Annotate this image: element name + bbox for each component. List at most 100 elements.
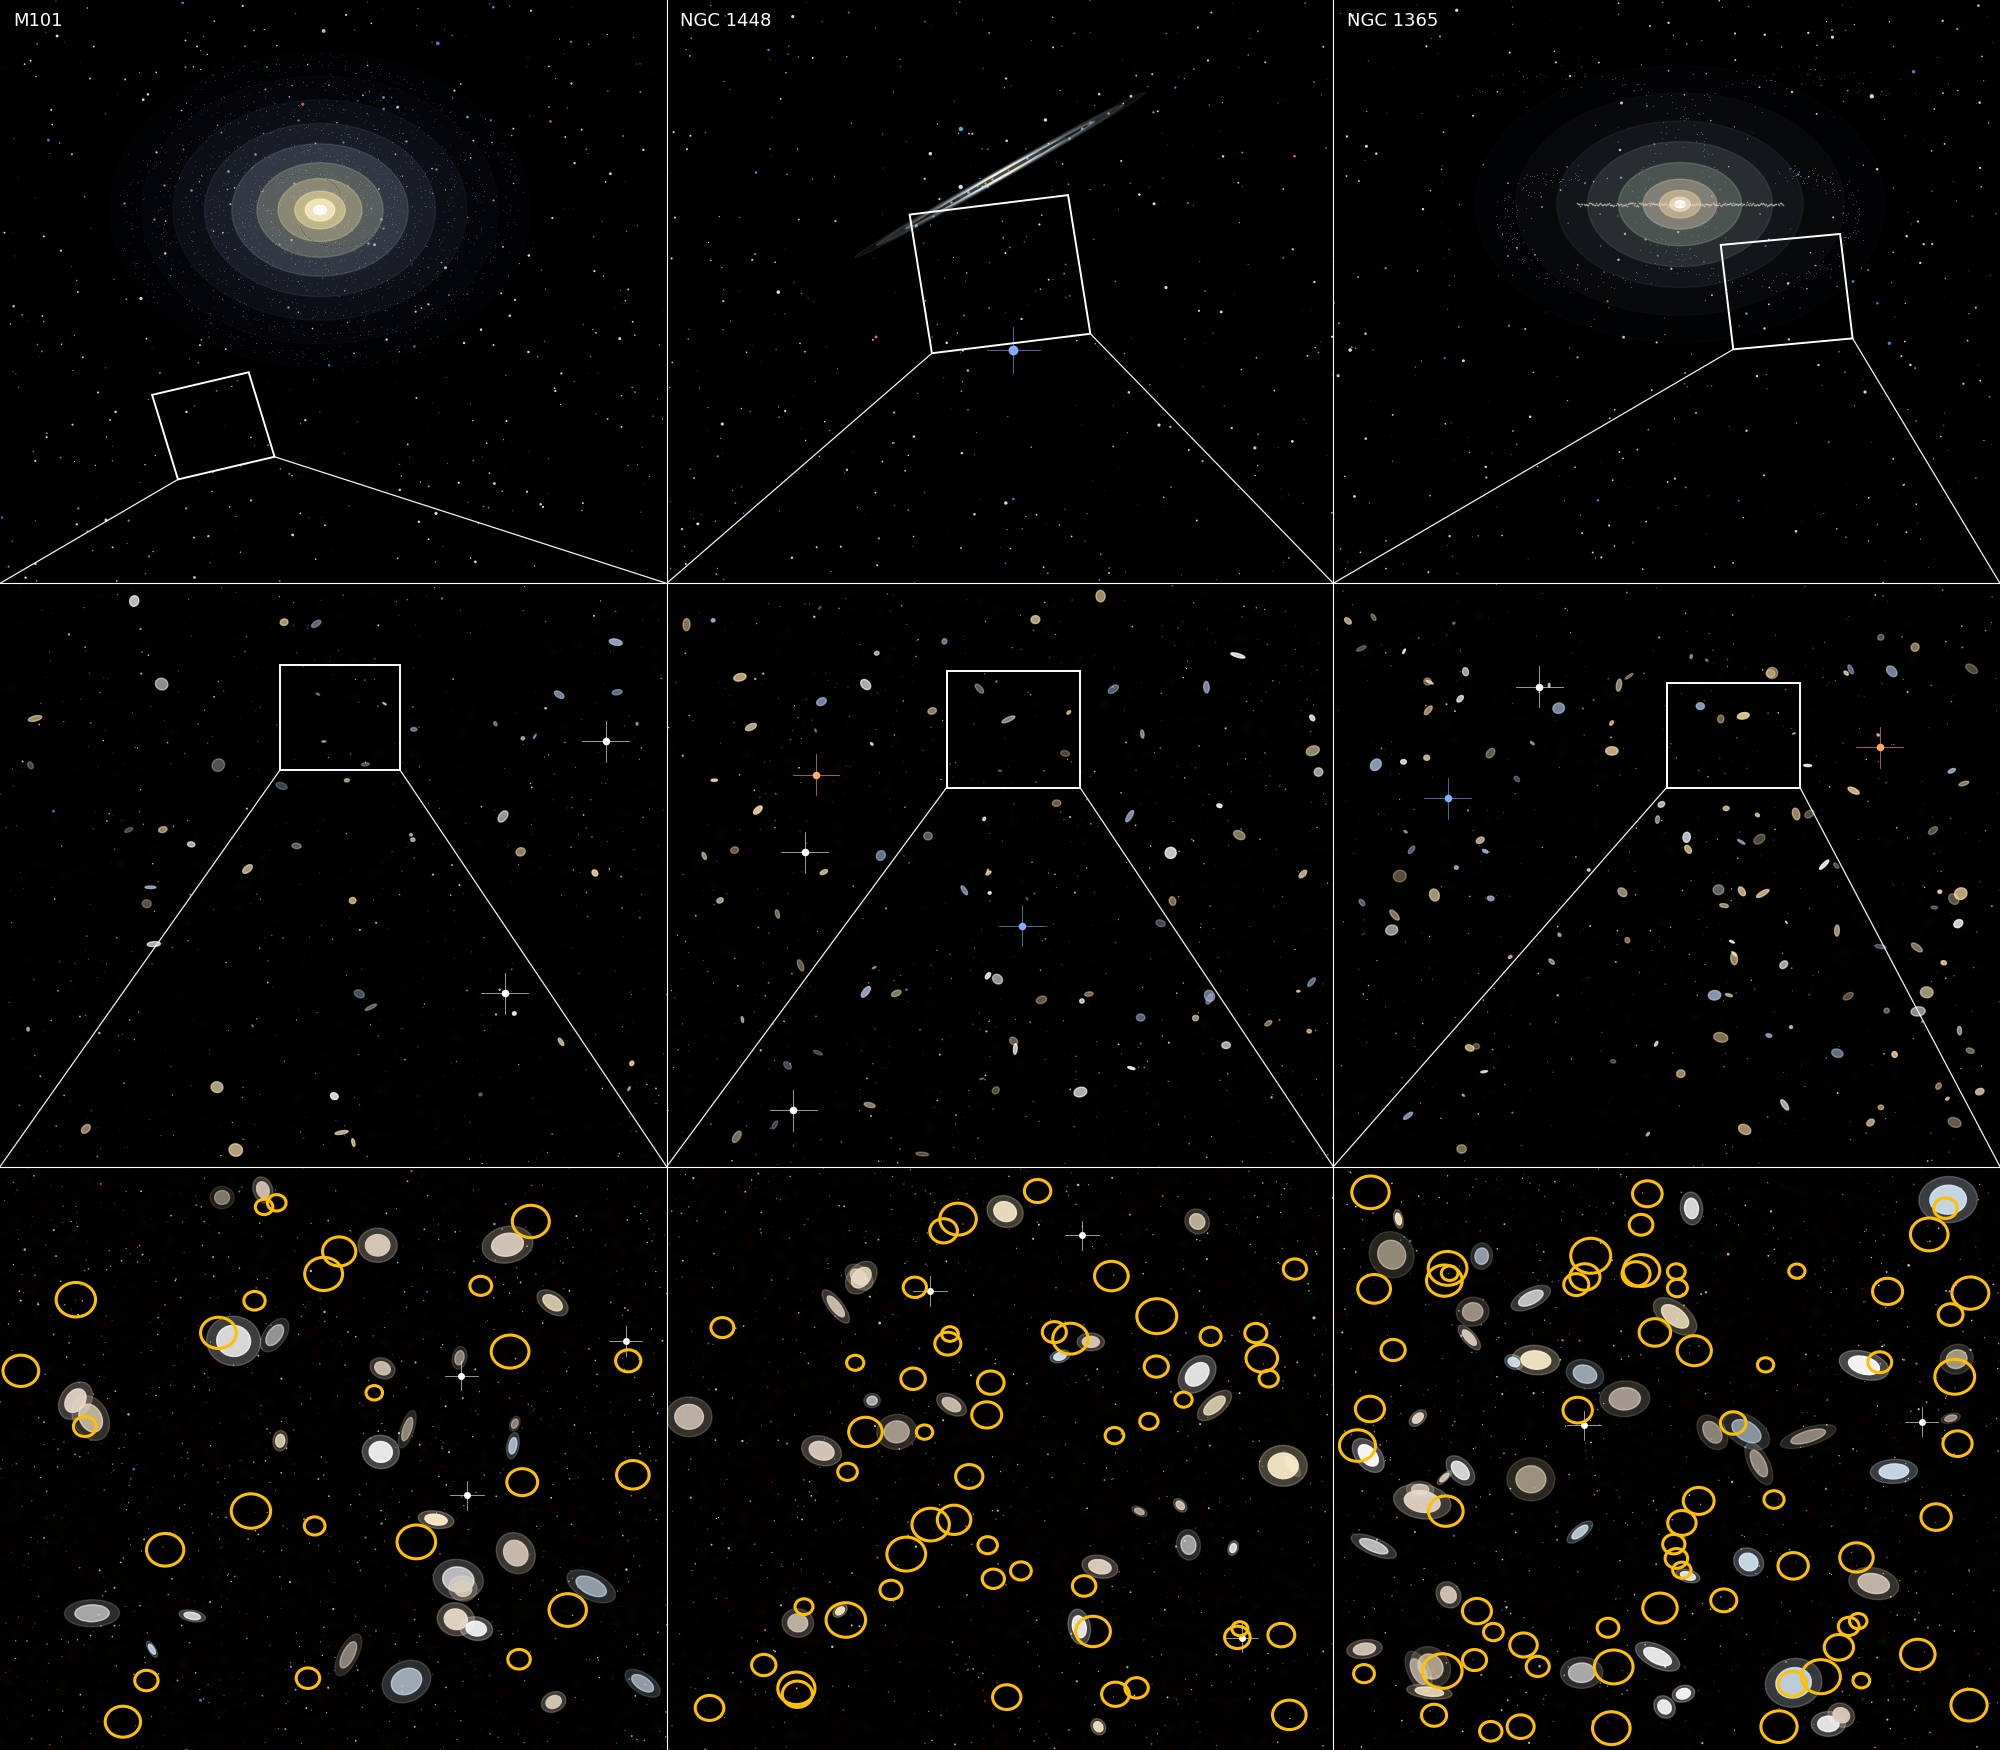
Point [1634, 917, 1666, 945]
Point [714, 75, 746, 103]
Point [1752, 1349, 1784, 1377]
Point [1032, 912, 1064, 940]
Point [194, 299, 226, 327]
Point [984, 1458, 1016, 1486]
Point [154, 103, 186, 131]
Point [1626, 555, 1658, 583]
Point [1108, 1729, 1140, 1750]
Ellipse shape [1930, 1185, 1966, 1214]
Point [1786, 1398, 1818, 1426]
Point [346, 222, 378, 250]
Point [318, 294, 350, 322]
Point [752, 1167, 784, 1195]
Point [1360, 1526, 1392, 1554]
Point [1668, 93, 1700, 121]
Point [282, 91, 314, 119]
Point [262, 231, 294, 259]
Point [958, 500, 990, 528]
Point [516, 1237, 548, 1265]
Point [1826, 200, 1858, 228]
Point [438, 108, 470, 136]
Point [166, 138, 198, 166]
Point [1666, 240, 1698, 268]
Point [1544, 255, 1576, 284]
Point [596, 1253, 628, 1281]
Point [566, 497, 598, 525]
Point [834, 1216, 866, 1244]
Point [772, 31, 804, 60]
Point [1060, 859, 1092, 887]
Point [1508, 1160, 1540, 1188]
Point [1326, 1054, 1358, 1082]
Point [438, 994, 470, 1022]
Point [456, 1423, 488, 1451]
Point [246, 177, 278, 205]
Point [774, 1148, 806, 1176]
Point [1296, 296, 1328, 324]
Point [888, 1348, 920, 1376]
Point [644, 331, 676, 359]
Point [456, 228, 488, 255]
Point [252, 1416, 284, 1444]
Point [1786, 70, 1818, 98]
Point [436, 210, 468, 238]
Point [344, 275, 376, 303]
Point [250, 270, 282, 298]
Point [360, 294, 392, 322]
Point [330, 231, 362, 259]
Point [228, 158, 260, 186]
Point [1168, 326, 1200, 354]
Point [910, 1424, 942, 1452]
Point [576, 822, 608, 850]
Point [476, 243, 508, 271]
Point [974, 576, 1006, 604]
Point [1674, 940, 1706, 968]
Point [606, 1470, 638, 1498]
Ellipse shape [1654, 1041, 1658, 1046]
Point [110, 285, 142, 313]
Point [1006, 1704, 1038, 1732]
Point [1176, 826, 1208, 854]
Point [1838, 268, 1870, 296]
Point [1672, 105, 1704, 133]
Point [1592, 294, 1624, 322]
Point [144, 130, 176, 158]
Point [1694, 192, 1726, 220]
Point [526, 1309, 558, 1337]
Point [1664, 1638, 1696, 1666]
Point [1612, 191, 1644, 219]
Point [112, 182, 144, 210]
Point [96, 534, 128, 562]
Point [1072, 1365, 1104, 1393]
Point [1828, 198, 1860, 226]
Point [1146, 1689, 1178, 1717]
Point [1828, 226, 1860, 254]
Point [1638, 138, 1670, 166]
Point [1432, 1188, 1464, 1216]
Ellipse shape [798, 959, 804, 971]
Point [272, 345, 304, 373]
Point [874, 1032, 906, 1060]
Point [1464, 77, 1496, 105]
Point [1696, 282, 1728, 310]
Point [362, 175, 394, 203]
Point [362, 693, 394, 721]
Point [420, 500, 452, 528]
Point [610, 1633, 642, 1661]
Point [1028, 588, 1060, 616]
Point [440, 1323, 472, 1351]
Point [1606, 1374, 1638, 1402]
Point [1010, 502, 1042, 530]
Point [424, 1572, 456, 1600]
Point [412, 234, 444, 262]
Point [1040, 1274, 1072, 1302]
Ellipse shape [1010, 1038, 1018, 1045]
Point [1584, 1516, 1616, 1544]
Point [1380, 1578, 1412, 1606]
Point [740, 1125, 772, 1153]
Point [46, 1172, 78, 1200]
Point [304, 220, 336, 248]
Point [360, 224, 392, 252]
Point [0, 1538, 28, 1566]
Point [1692, 191, 1724, 219]
